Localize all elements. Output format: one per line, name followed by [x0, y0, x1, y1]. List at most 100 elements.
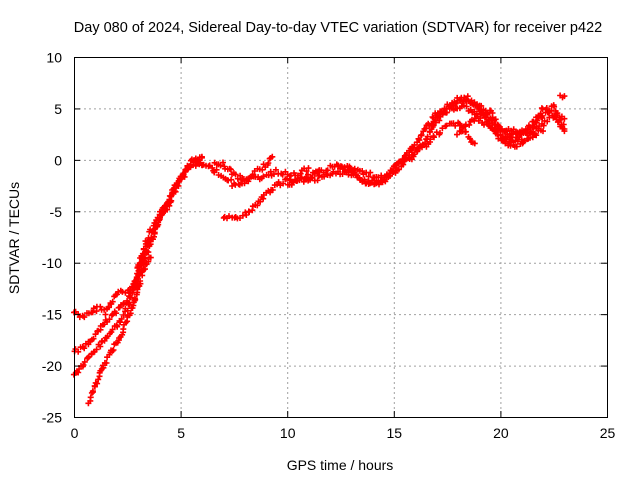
data-point	[464, 93, 471, 100]
data-point	[452, 122, 459, 129]
data-point	[424, 133, 431, 140]
data-point	[75, 348, 82, 355]
data-point	[159, 211, 166, 218]
data-point	[458, 128, 465, 135]
data-point	[489, 114, 496, 121]
data-point	[501, 137, 508, 144]
data-point	[561, 93, 568, 100]
data-point	[187, 164, 194, 171]
data-point	[468, 97, 475, 104]
data-point	[239, 180, 245, 187]
data-point	[361, 176, 368, 183]
x-tick-label: 25	[600, 425, 616, 441]
data-point	[527, 124, 534, 131]
data-point	[314, 177, 321, 184]
data-point	[513, 143, 520, 150]
data-point	[127, 310, 134, 317]
data-point	[265, 160, 272, 167]
data-point	[509, 137, 516, 144]
data-point	[109, 298, 116, 305]
data-point	[128, 294, 134, 301]
data-point	[378, 172, 385, 179]
data-point	[272, 166, 279, 173]
grid-layer	[74, 57, 607, 417]
x-tick-label: 20	[493, 425, 509, 441]
data-point	[387, 172, 393, 179]
data-point	[167, 193, 174, 200]
data-point	[280, 180, 287, 187]
data-point	[227, 166, 234, 173]
data-point	[109, 347, 116, 354]
data-point	[436, 117, 443, 124]
data-point	[80, 362, 87, 368]
data-point	[502, 128, 508, 135]
data-point	[89, 309, 96, 316]
data-point	[466, 135, 473, 142]
y-tick-label: -5	[50, 204, 63, 220]
data-point	[87, 394, 94, 401]
data-point	[151, 229, 158, 236]
data-point	[462, 96, 469, 103]
x-tick-label: 5	[177, 425, 185, 441]
data-point	[472, 115, 479, 122]
data-point	[395, 166, 402, 173]
data-point	[245, 175, 252, 182]
data-point	[486, 121, 493, 127]
data-point	[226, 213, 232, 220]
data-point	[117, 319, 124, 326]
data-point	[463, 103, 470, 110]
data-point	[246, 209, 253, 215]
chart-title: Day 080 of 2024, Sidereal Day-to-day VTE…	[74, 20, 602, 36]
y-tick-label: -15	[42, 307, 62, 323]
data-point	[126, 301, 133, 308]
data-point	[182, 168, 189, 174]
data-point	[81, 345, 88, 352]
data-point	[485, 116, 492, 123]
data-point	[540, 128, 546, 135]
data-point	[232, 171, 239, 178]
x-tick-label: 15	[387, 425, 403, 441]
data-point	[228, 176, 235, 183]
y-tick-label: -20	[42, 358, 62, 374]
data-point	[443, 122, 450, 129]
data-point	[267, 168, 274, 175]
data-point	[103, 360, 110, 366]
data-point	[513, 134, 520, 141]
data-point	[540, 122, 547, 129]
data-point	[113, 310, 120, 317]
data-point	[527, 127, 534, 134]
data-point	[76, 366, 83, 372]
data-point	[410, 145, 417, 152]
data-point	[93, 346, 100, 353]
data-point	[110, 347, 117, 353]
y-tick-label: 0	[54, 152, 62, 168]
data-point	[220, 159, 226, 166]
data-point	[147, 254, 154, 261]
data-point	[495, 122, 502, 129]
data-point	[97, 303, 104, 310]
data-point	[356, 175, 363, 182]
data-point	[416, 137, 423, 144]
data-point	[305, 165, 312, 172]
data-point	[359, 168, 366, 174]
data-point	[257, 198, 264, 205]
data-point	[365, 173, 372, 180]
data-point	[90, 335, 97, 342]
data-point	[94, 380, 101, 387]
data-point	[106, 304, 112, 311]
data-point	[561, 115, 568, 122]
data-point	[488, 124, 495, 131]
data-point	[95, 376, 102, 383]
x-axis-label: GPS time / hours	[287, 457, 394, 473]
data-point	[544, 118, 551, 125]
data-point	[213, 166, 220, 173]
data-point	[81, 358, 88, 365]
data-point	[522, 130, 529, 136]
y-tick-label: 5	[54, 101, 62, 117]
data-point	[527, 134, 533, 141]
data-point	[269, 153, 276, 160]
plot-frame	[74, 57, 608, 418]
data-layer	[70, 92, 568, 407]
data-point	[443, 109, 450, 116]
data-point	[101, 306, 108, 313]
